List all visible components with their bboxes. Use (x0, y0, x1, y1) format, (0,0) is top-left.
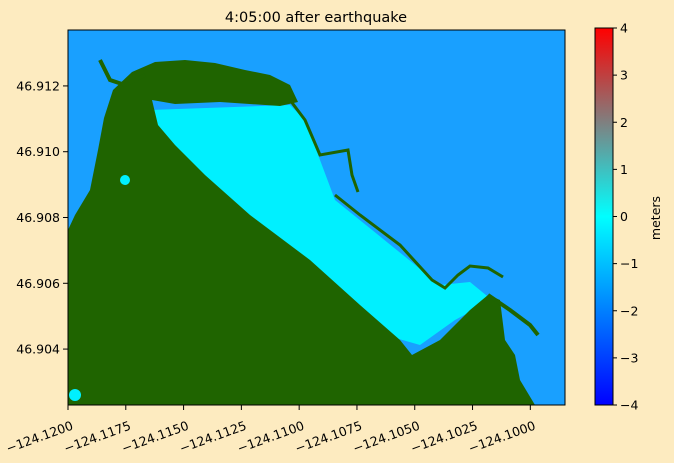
land-mass (68, 60, 535, 405)
colorbar-label: meters (648, 196, 663, 240)
plot-area (68, 30, 565, 405)
south-jetty (486, 293, 540, 337)
y-tick-label: 46.908 (16, 210, 60, 225)
corner-water (69, 389, 81, 401)
colorbar-tick-label: 4 (620, 21, 628, 36)
x-axis: −124.1200−124.1175−124.1150−124.1125−124… (4, 405, 537, 456)
harbor-pier-east (288, 99, 360, 193)
chart-title: 4:05:00 after earthquake (225, 10, 407, 26)
colorbar-tick-label: −4 (620, 398, 638, 413)
inner-harbor-water (150, 105, 492, 345)
x-tick-label: −124.1000 (466, 418, 537, 456)
y-tick-label: 46.912 (16, 78, 60, 93)
y-axis: 46.904 46.906 46.908 46.910 46.912 (16, 78, 68, 357)
colorbar-axis: −4 −3 −2 −1 0 1 2 3 4 (613, 21, 638, 413)
colorbar-tick-label: 3 (620, 68, 628, 83)
colorbar-tick-label: 2 (620, 115, 628, 130)
y-tick-label: 46.906 (16, 276, 60, 291)
colorbar (594, 27, 614, 406)
colorbar-tick-label: −2 (620, 303, 638, 318)
colorbar-tick-label: 1 (620, 162, 628, 177)
colorbar-tick-label: 0 (620, 209, 628, 224)
north-breakwater (98, 59, 146, 88)
y-tick-label: 46.910 (16, 144, 60, 159)
colorbar-tick-label: −1 (620, 256, 638, 271)
colorbar-tick-label: −3 (620, 350, 638, 365)
y-tick-label: 46.904 (16, 342, 60, 357)
inlet-pond (120, 175, 130, 185)
harbor-jetty (334, 193, 504, 290)
